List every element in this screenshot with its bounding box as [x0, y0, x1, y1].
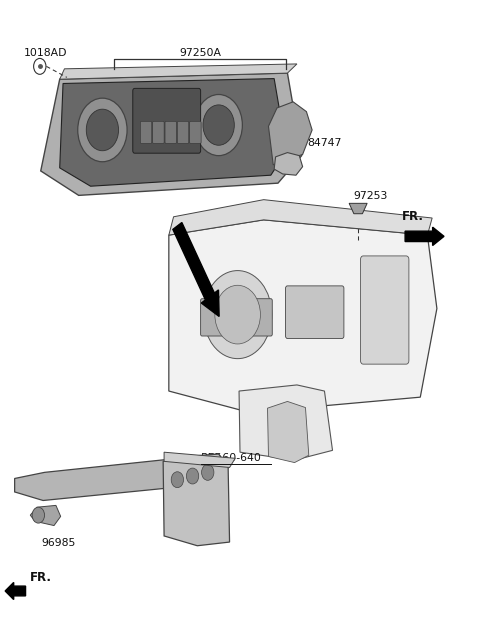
- Polygon shape: [163, 454, 229, 546]
- Circle shape: [215, 285, 261, 344]
- Polygon shape: [14, 454, 228, 500]
- FancyBboxPatch shape: [140, 122, 152, 143]
- FancyBboxPatch shape: [165, 122, 177, 143]
- Text: 1018AD: 1018AD: [24, 48, 68, 58]
- FancyBboxPatch shape: [360, 256, 409, 364]
- Text: 97250A: 97250A: [180, 48, 221, 58]
- Polygon shape: [169, 220, 437, 412]
- Circle shape: [32, 507, 45, 523]
- Polygon shape: [60, 78, 287, 186]
- FancyBboxPatch shape: [190, 122, 201, 143]
- Polygon shape: [268, 102, 312, 165]
- FancyArrow shape: [173, 223, 219, 317]
- Circle shape: [78, 98, 127, 162]
- Polygon shape: [60, 64, 297, 79]
- FancyArrow shape: [405, 227, 444, 246]
- Polygon shape: [274, 152, 302, 175]
- Circle shape: [171, 472, 183, 487]
- Text: 96985: 96985: [42, 538, 76, 548]
- Circle shape: [186, 468, 199, 484]
- FancyBboxPatch shape: [153, 122, 164, 143]
- FancyBboxPatch shape: [201, 299, 272, 336]
- Text: FR.: FR.: [402, 210, 424, 223]
- Polygon shape: [239, 385, 333, 460]
- Text: 97253: 97253: [354, 191, 388, 201]
- Text: 84747: 84747: [307, 138, 342, 148]
- Text: FR.: FR.: [30, 571, 52, 584]
- Polygon shape: [267, 402, 309, 463]
- FancyBboxPatch shape: [286, 286, 344, 339]
- Circle shape: [86, 109, 119, 151]
- FancyBboxPatch shape: [133, 88, 201, 153]
- Polygon shape: [41, 73, 301, 196]
- Circle shape: [204, 271, 272, 358]
- FancyArrow shape: [5, 582, 25, 600]
- Circle shape: [34, 59, 46, 74]
- Circle shape: [203, 105, 234, 145]
- Polygon shape: [30, 505, 60, 526]
- Polygon shape: [349, 204, 367, 213]
- Polygon shape: [164, 452, 235, 468]
- Polygon shape: [169, 200, 432, 235]
- Circle shape: [202, 465, 214, 480]
- Text: REF.60-640: REF.60-640: [201, 453, 262, 463]
- Circle shape: [195, 94, 242, 155]
- FancyBboxPatch shape: [178, 122, 189, 143]
